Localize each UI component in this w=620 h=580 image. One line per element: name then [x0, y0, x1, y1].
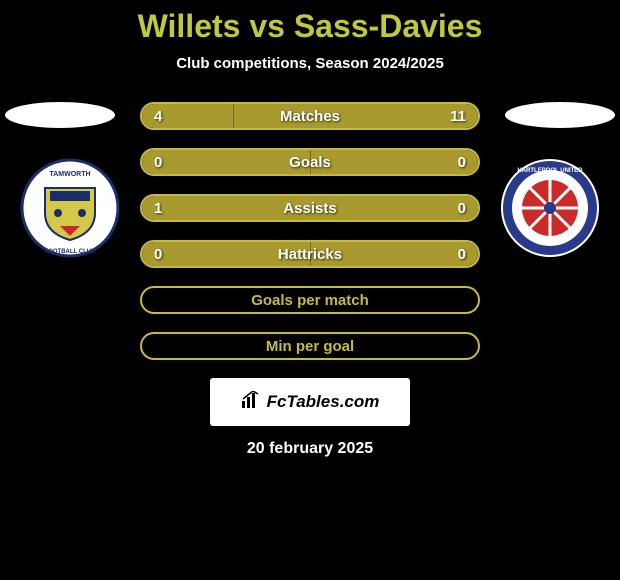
attribution-text: FcTables.com [267, 392, 380, 412]
bar-fill-right [310, 150, 478, 174]
stat-bars: 4 11 Matches 0 0 Goals 1 0 Assists 0 0 Hattricks Goa… [140, 102, 480, 360]
stat-value-left: 1 [154, 200, 162, 217]
stat-value-right: 0 [458, 154, 466, 171]
footer-date: 20 february 2025 [0, 440, 620, 458]
chart-icon [241, 391, 261, 414]
stat-label: Goals [289, 154, 331, 171]
player-silhouette-left [5, 102, 115, 128]
crest-left-circle: TAMWORTH FOOTBALL CLUB [20, 158, 120, 258]
svg-text:TAMWORTH: TAMWORTH [49, 171, 90, 178]
attribution-badge[interactable]: FcTables.com [210, 378, 410, 426]
bar-fill-left [142, 150, 310, 174]
stat-value-left: 0 [154, 154, 162, 171]
stat-label: Matches [280, 108, 340, 125]
page-title: Willets vs Sass-Davies [0, 0, 620, 45]
stat-row-goals-per-match: Goals per match [140, 286, 480, 314]
stat-value-left: 4 [154, 108, 162, 125]
team-crest-left: TAMWORTH FOOTBALL CLUB [20, 158, 120, 258]
stat-row-min-per-goal: Min per goal [140, 332, 480, 360]
stat-value-left: 0 [154, 246, 162, 263]
crest-right-circle: HARTLEPOOL UNITED [500, 158, 600, 258]
hartlepool-crest-icon: HARTLEPOOL UNITED [500, 158, 600, 258]
stat-row-assists: 1 0 Assists [140, 194, 480, 222]
stat-row-matches: 4 11 Matches [140, 102, 480, 130]
stat-label: Hattricks [278, 246, 342, 263]
stat-label: Assists [283, 200, 336, 217]
stat-row-hattricks: 0 0 Hattricks [140, 240, 480, 268]
bar-fill-right [233, 104, 478, 128]
team-crest-right: HARTLEPOOL UNITED [500, 158, 600, 258]
comparison-area: TAMWORTH FOOTBALL CLUB HARTLEPOOL UNITED [0, 102, 620, 458]
stat-value-right: 0 [458, 246, 466, 263]
stat-value-right: 11 [450, 108, 466, 125]
svg-text:FOOTBALL CLUB: FOOTBALL CLUB [45, 249, 97, 255]
player-silhouette-right [505, 102, 615, 128]
svg-text:HARTLEPOOL UNITED: HARTLEPOOL UNITED [517, 168, 583, 174]
stat-label: Goals per match [251, 292, 369, 309]
stat-value-right: 0 [458, 200, 466, 217]
stat-label: Min per goal [266, 338, 354, 355]
tamworth-crest-icon: TAMWORTH FOOTBALL CLUB [20, 158, 120, 258]
stat-row-goals: 0 0 Goals [140, 148, 480, 176]
subtitle: Club competitions, Season 2024/2025 [0, 55, 620, 72]
